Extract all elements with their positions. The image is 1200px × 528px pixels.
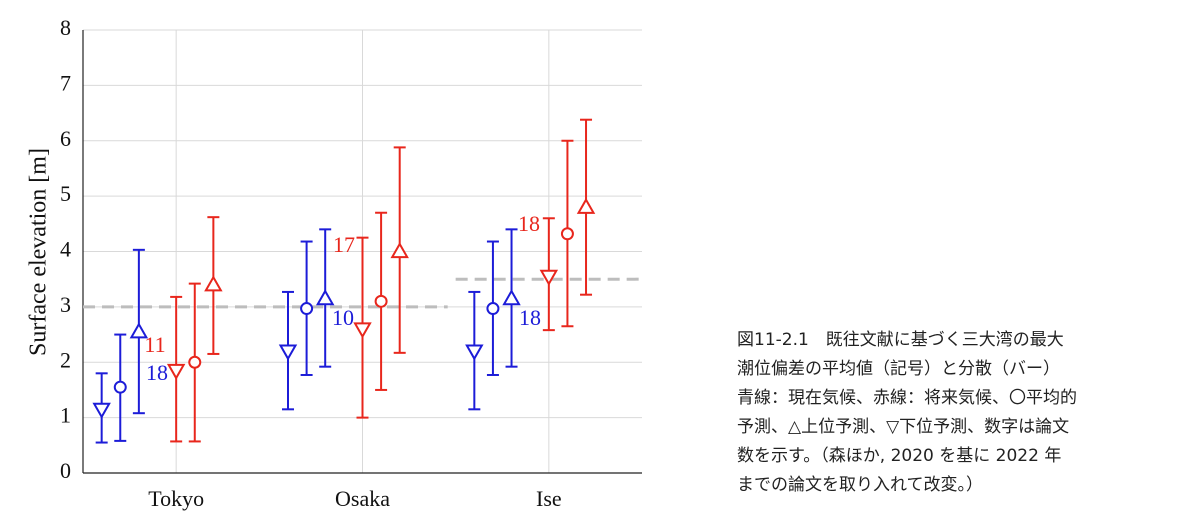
- y-axis-label: Surface elevation [m]: [26, 148, 52, 356]
- caption-line: 青線：現在気候、赤線：将来気候、〇平均的: [737, 388, 1077, 408]
- marker: [204, 275, 223, 292]
- marker: [539, 269, 559, 286]
- x-tick-label: Tokyo: [148, 486, 204, 511]
- marker: [188, 355, 202, 369]
- y-tick-label: 7: [60, 70, 71, 95]
- y-tick-label: 1: [60, 403, 71, 428]
- count-label: 18: [519, 305, 541, 330]
- marker: [502, 289, 521, 306]
- chart: Surface elevation [m] 0 1 2 3 4 5 6 7 8 Tokyo Osak…: [26, 15, 642, 511]
- y-tick-label: 8: [60, 15, 71, 40]
- caption-line: 図11-2.1 既往文献に基づく三大湾の最大: [737, 330, 1064, 350]
- caption-line: までの論文を取り入れて改変。）: [737, 475, 983, 495]
- marker: [353, 322, 372, 339]
- marker: [315, 289, 335, 306]
- x-tick-label: Osaka: [335, 486, 390, 511]
- marker: [576, 197, 596, 214]
- y-tick-label: 3: [60, 292, 71, 317]
- count-label: 17: [333, 232, 355, 257]
- y-tick-label: 2: [60, 347, 71, 372]
- y-tick-label: 0: [60, 458, 71, 483]
- caption-line: 予測、△上位予測、▽下位予測、数字は論文: [737, 417, 1070, 437]
- marker: [92, 402, 111, 419]
- count-label: 18: [146, 360, 168, 385]
- marker: [390, 241, 409, 259]
- caption-line: 潮位偏差の平均値（記号）と分散（バー）: [737, 359, 1060, 379]
- marker: [166, 363, 186, 381]
- y-tick-label: 4: [60, 237, 71, 262]
- caption: 図11-2.1 既往文献に基づく三大湾の最大 潮位偏差の平均値（記号）と分散（バー…: [737, 326, 1077, 500]
- y-tick-label: 6: [60, 126, 71, 151]
- marker: [486, 302, 500, 316]
- x-tick-label: Ise: [536, 486, 562, 511]
- marker: [560, 227, 574, 241]
- marker: [374, 294, 388, 308]
- caption-line: 数を示す。（森ほか, 2020 を基に 2022 年: [737, 446, 1062, 466]
- marker: [113, 380, 127, 394]
- count-label: 18: [518, 211, 540, 236]
- y-tick-label: 5: [60, 181, 71, 206]
- marker: [129, 322, 149, 339]
- marker: [278, 344, 298, 361]
- marker: [300, 302, 314, 316]
- count-label: 10: [332, 305, 354, 330]
- count-label: 11: [144, 332, 165, 357]
- marker: [465, 344, 484, 361]
